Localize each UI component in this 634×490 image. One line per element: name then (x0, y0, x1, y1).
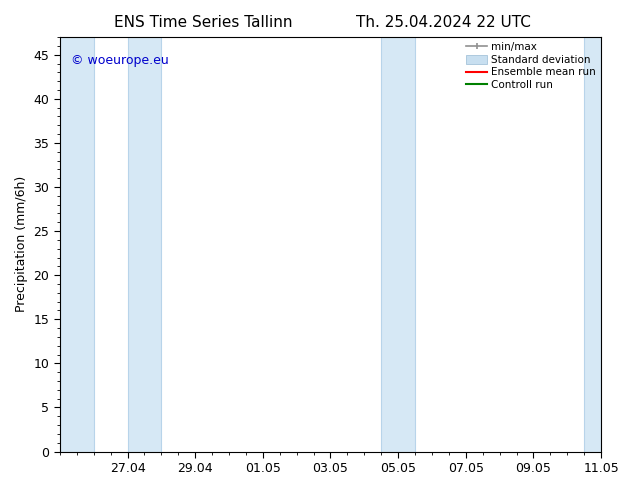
Bar (381, 37, 415, 452)
Legend: min/max, Standard deviation, Ensemble mean run, Controll run: min/max, Standard deviation, Ensemble me… (464, 40, 598, 92)
Y-axis label: Precipitation (mm/6h): Precipitation (mm/6h) (15, 176, 28, 313)
Bar (584, 37, 601, 452)
Text: Th. 25.04.2024 22 UTC: Th. 25.04.2024 22 UTC (356, 15, 531, 30)
Text: ENS Time Series Tallinn: ENS Time Series Tallinn (113, 15, 292, 30)
Text: © woeurope.eu: © woeurope.eu (70, 53, 169, 67)
Bar (60, 37, 94, 452)
Bar (127, 37, 161, 452)
